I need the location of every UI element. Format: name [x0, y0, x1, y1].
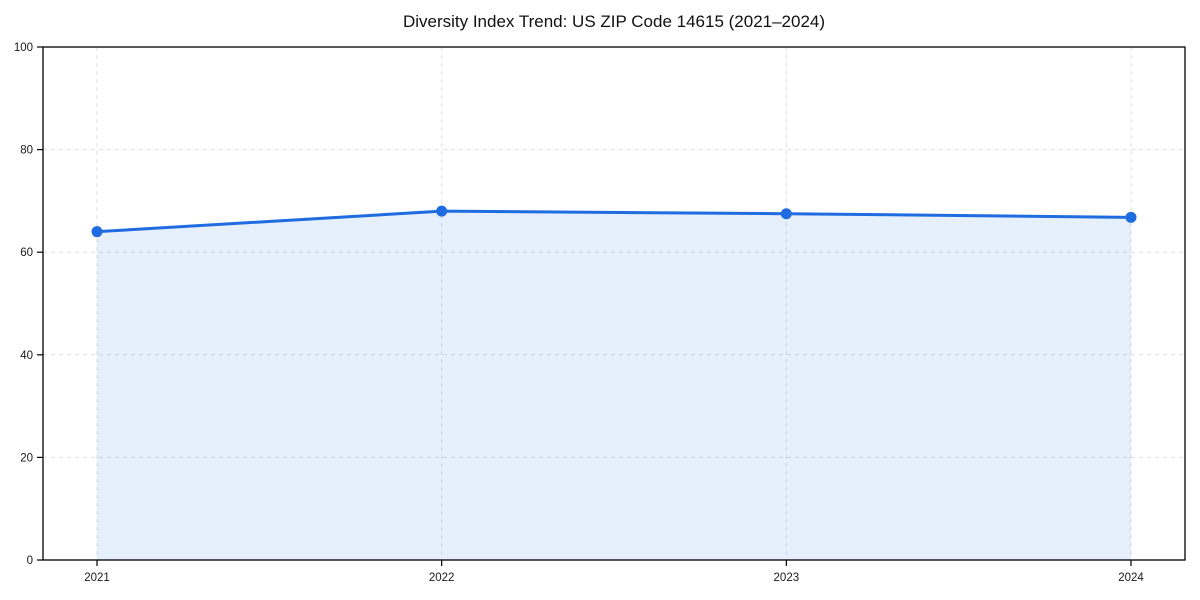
y-tick-label: 80 [20, 145, 33, 157]
axis-spines [42, 46, 1186, 561]
area-fill [97, 211, 1131, 560]
data-point-marker [436, 205, 448, 217]
data-point-marker [780, 208, 792, 220]
y-tick-label: 20 [20, 452, 33, 464]
x-tick-label: 2022 [429, 572, 455, 584]
chart-title: Diversity Index Trend: US ZIP Code 14615… [402, 12, 826, 31]
x-tick-label: 2021 [84, 572, 110, 584]
x-tick-label: 2024 [1118, 572, 1144, 584]
trend-line [95, 209, 1133, 234]
y-tick-label: 100 [14, 42, 33, 54]
y-tick-label: 40 [20, 350, 33, 362]
x-tick-label: 2023 [774, 572, 800, 584]
data-point-marker [1125, 211, 1137, 223]
y-tick-label: 60 [20, 247, 33, 259]
data-point-marker [91, 226, 103, 238]
y-tick-label: 0 [27, 555, 33, 567]
